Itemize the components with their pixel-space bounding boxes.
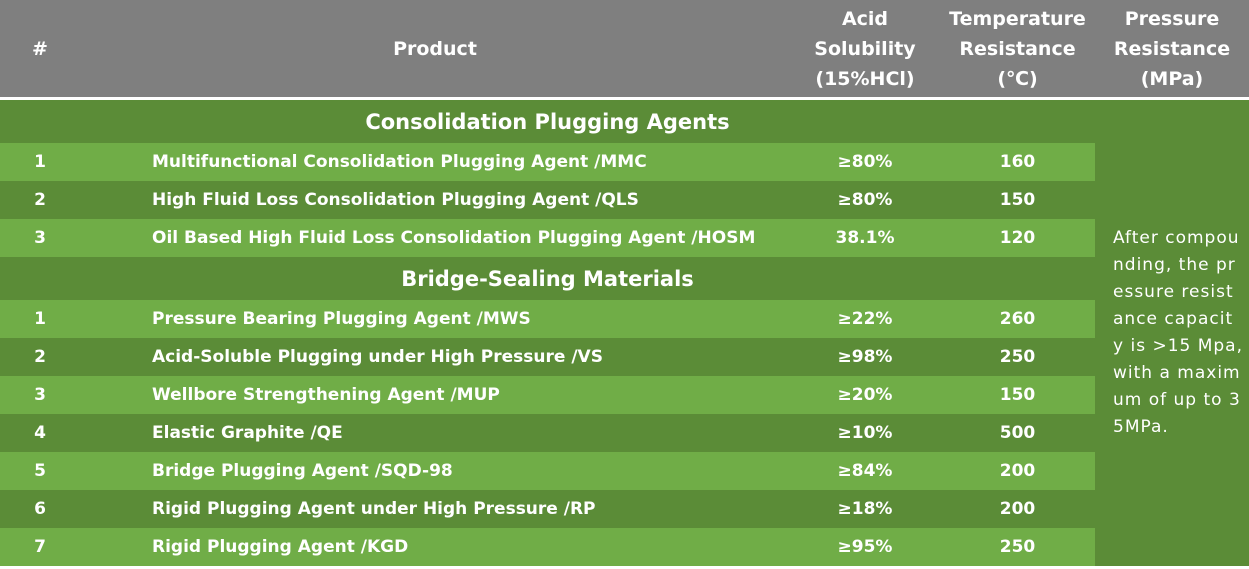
row-number: 2: [0, 338, 80, 376]
product-row: 2 Acid-Soluble Plugging under High Pressu…: [0, 338, 1249, 376]
acid-solubility: ≥18%: [790, 490, 940, 528]
product-name: Acid-Soluble Plugging under High Pressur…: [80, 338, 790, 376]
header-cell: Temperature Resistance (℃): [940, 0, 1095, 100]
row-number: 3: [0, 376, 80, 414]
acid-solubility: ≥95%: [790, 528, 940, 566]
product-name: Rigid Plugging Agent /KGD: [80, 528, 790, 566]
pressure-note: After compounding, the pressure resistan…: [1095, 98, 1249, 566]
row-number: 1: [0, 300, 80, 338]
product-row: 3 Oil Based High Fluid Loss Consolidation…: [0, 219, 1249, 257]
section-title: Bridge-Sealing Materials: [0, 257, 1095, 300]
header-cell: Product: [80, 0, 790, 100]
product-row: 7 Rigid Plugging Agent /KGD ≥95% 250: [0, 528, 1249, 566]
product-name: Oil Based High Fluid Loss Consolidation …: [80, 219, 790, 257]
row-number: 4: [0, 414, 80, 452]
section-row: Bridge-Sealing Materials: [0, 257, 1249, 300]
product-name: Bridge Plugging Agent /SQD-98: [80, 452, 790, 490]
temperature-resistance: 500: [940, 414, 1095, 452]
product-name: Multifunctional Consolidation Plugging A…: [80, 143, 790, 181]
row-number: 3: [0, 219, 80, 257]
temperature-resistance: 250: [940, 338, 1095, 376]
temperature-resistance: 260: [940, 300, 1095, 338]
acid-solubility: ≥98%: [790, 338, 940, 376]
temperature-resistance: 150: [940, 181, 1095, 219]
header-row: # Product Acid Solubility (15%HCl) Tempe…: [0, 0, 1249, 100]
acid-solubility: ≥20%: [790, 376, 940, 414]
acid-solubility: ≥84%: [790, 452, 940, 490]
header-cell: #: [0, 0, 80, 100]
temperature-resistance: 200: [940, 452, 1095, 490]
row-number: 6: [0, 490, 80, 528]
product-name: Pressure Bearing Plugging Agent /MWS: [80, 300, 790, 338]
product-row: 2 High Fluid Loss Consolidation Plugging …: [0, 181, 1249, 219]
product-row: 6 Rigid Plugging Agent under High Pressur…: [0, 490, 1249, 528]
temperature-resistance: 160: [940, 143, 1095, 181]
product-name: Rigid Plugging Agent under High Pressure…: [80, 490, 790, 528]
header-cell: Pressure Resistance (MPa): [1095, 0, 1249, 100]
acid-solubility: ≥22%: [790, 300, 940, 338]
product-row: 4 Elastic Graphite /QE ≥10% 500: [0, 414, 1249, 452]
header-cell: Acid Solubility (15%HCl): [790, 0, 940, 100]
section-title: Consolidation Plugging Agents: [0, 98, 1095, 143]
acid-solubility: ≥10%: [790, 414, 940, 452]
temperature-resistance: 120: [940, 219, 1095, 257]
product-row: 1 Pressure Bearing Plugging Agent /MWS ≥22…: [0, 300, 1249, 338]
temperature-resistance: 250: [940, 528, 1095, 566]
temperature-resistance: 200: [940, 490, 1095, 528]
row-number: 1: [0, 143, 80, 181]
product-row: 5 Bridge Plugging Agent /SQD-98 ≥84% 200: [0, 452, 1249, 490]
product-row: 1 Multifunctional Consolidation Plugging …: [0, 143, 1249, 181]
product-row: 3 Wellbore Strengthening Agent /MUP ≥20% 15…: [0, 376, 1249, 414]
product-name: Elastic Graphite /QE: [80, 414, 790, 452]
row-number: 7: [0, 528, 80, 566]
temperature-resistance: 150: [940, 376, 1095, 414]
product-name: High Fluid Loss Consolidation Plugging A…: [80, 181, 790, 219]
row-number: 5: [0, 452, 80, 490]
product-name: Wellbore Strengthening Agent /MUP: [80, 376, 790, 414]
acid-solubility: ≥80%: [790, 143, 940, 181]
row-number: 2: [0, 181, 80, 219]
section-row: Consolidation Plugging Agents After compo…: [0, 98, 1249, 566]
acid-solubility: ≥80%: [790, 181, 940, 219]
table-body: Consolidation Plugging Agents After compo…: [0, 98, 1249, 566]
acid-solubility: 38.1%: [790, 219, 940, 257]
